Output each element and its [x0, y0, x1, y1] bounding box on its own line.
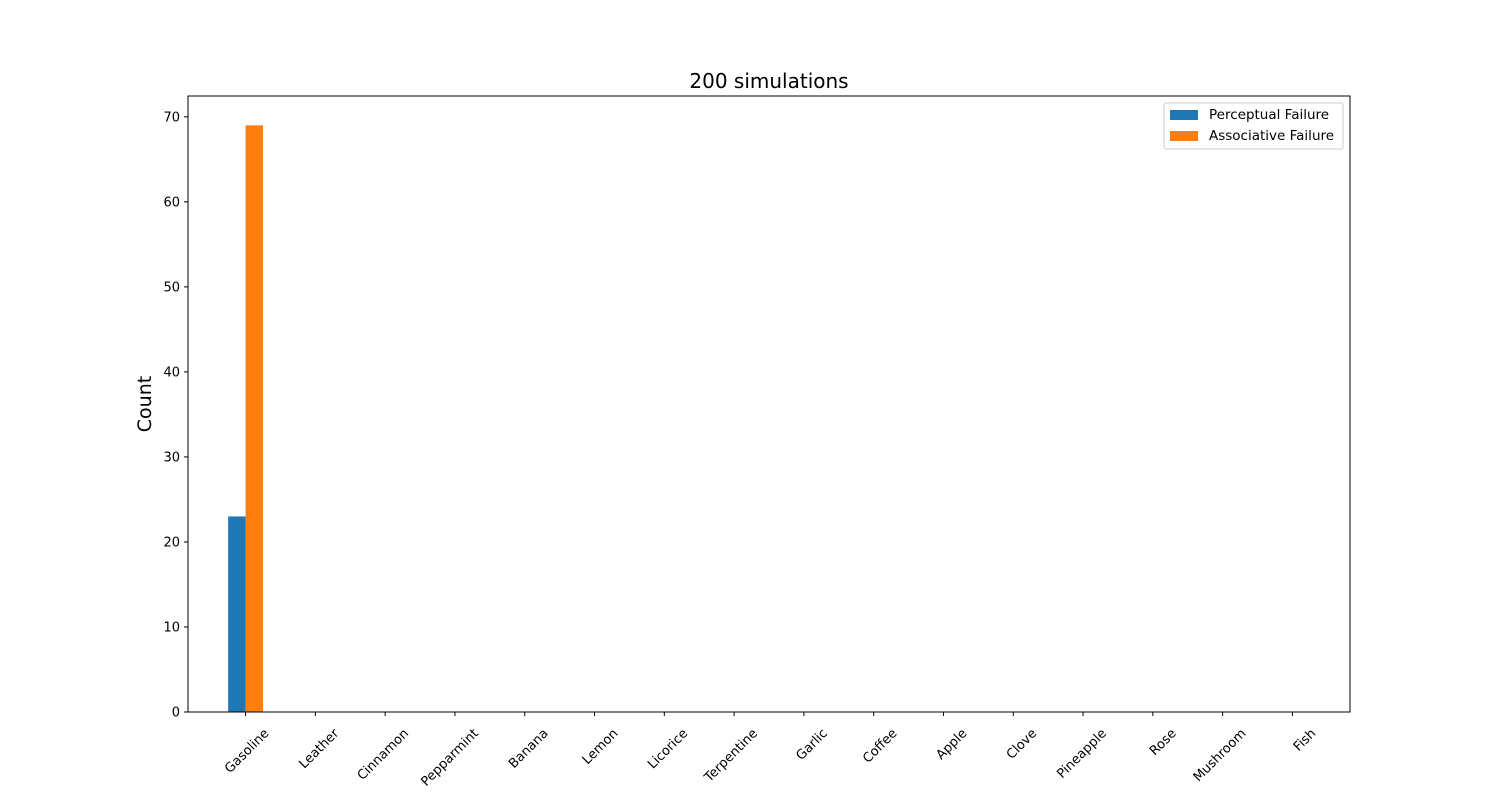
- legend-swatch-perceptual: [1170, 110, 1198, 120]
- legend-label-perceptual: Perceptual Failure: [1209, 107, 1329, 123]
- plot-frame: [187, 95, 1351, 713]
- legend-box: [1163, 102, 1344, 150]
- y-tick-label: 30: [163, 450, 180, 465]
- legend-swatch-associative: [1170, 131, 1198, 141]
- chart-title: 200 simulations: [689, 69, 848, 93]
- legend: Perceptual Failure Associative Failure: [1163, 102, 1344, 150]
- y-tick-label: 70: [163, 110, 180, 125]
- y-tick-label: 40: [163, 365, 180, 380]
- y-tick-label: 50: [163, 280, 180, 295]
- y-tick-label: 60: [163, 195, 180, 210]
- bar-associative-gasoline: [245, 125, 264, 713]
- y-tick-label: 10: [163, 620, 180, 635]
- bars: [228, 125, 264, 713]
- y-tick-label: 20: [163, 535, 180, 550]
- y-axis-label: Count: [134, 376, 156, 432]
- legend-label-associative: Associative Failure: [1209, 128, 1334, 144]
- y-tick-label: 0: [172, 706, 180, 721]
- bar-perceptual-gasoline: [228, 516, 246, 712]
- y-axis: 0 10 20 30 40 50 60 70: [163, 110, 188, 721]
